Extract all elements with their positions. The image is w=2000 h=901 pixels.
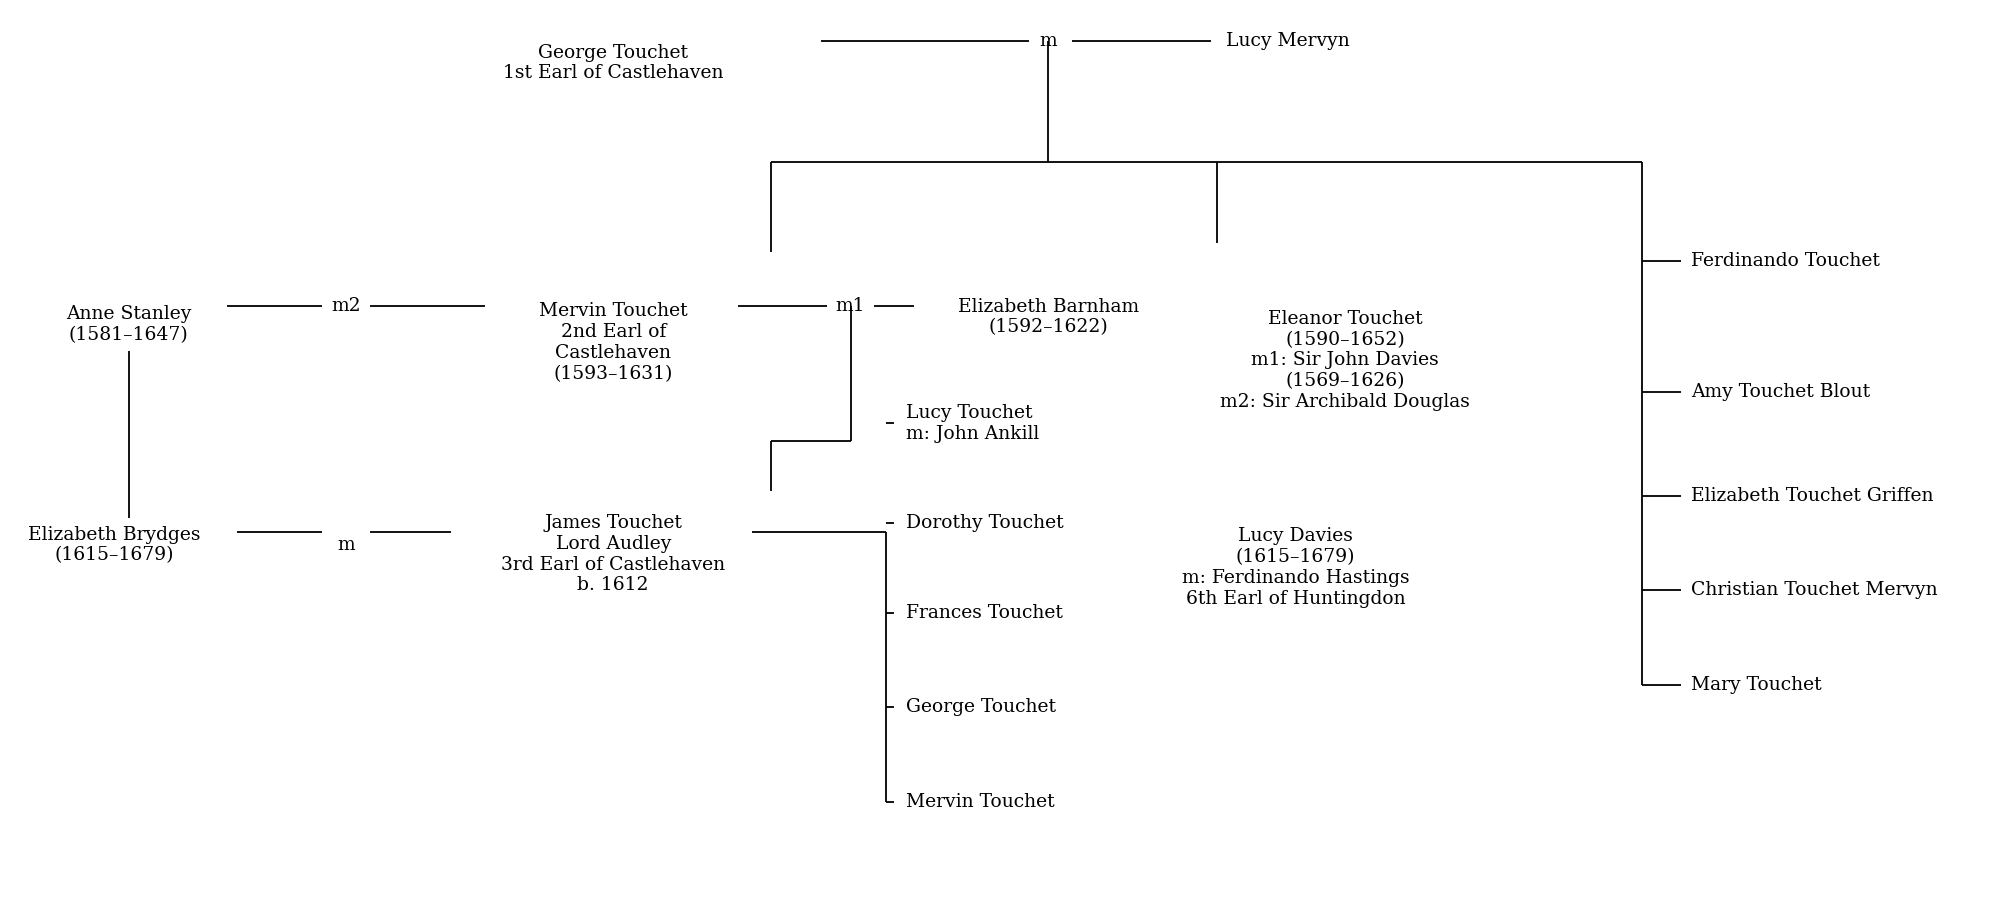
Text: Lucy Touchet
m: John Ankill: Lucy Touchet m: John Ankill bbox=[906, 404, 1040, 443]
Text: Eleanor Touchet
(1590–1652)
m1: Sir John Davies
(1569–1626)
m2: Sir Archibald Do: Eleanor Touchet (1590–1652) m1: Sir John… bbox=[1220, 310, 1470, 411]
Text: Dorothy Touchet: Dorothy Touchet bbox=[906, 514, 1064, 532]
Text: Mervin Touchet: Mervin Touchet bbox=[906, 793, 1054, 811]
Text: Christian Touchet Mervyn: Christian Touchet Mervyn bbox=[1692, 581, 1938, 599]
Text: Ferdinando Touchet: Ferdinando Touchet bbox=[1692, 252, 1880, 270]
Text: Elizabeth Brydges
(1615–1679): Elizabeth Brydges (1615–1679) bbox=[28, 525, 200, 565]
Text: Anne Stanley
(1581–1647): Anne Stanley (1581–1647) bbox=[66, 305, 192, 344]
Text: Elizabeth Touchet Griffen: Elizabeth Touchet Griffen bbox=[1692, 487, 1934, 505]
Text: m1: m1 bbox=[836, 297, 866, 315]
Text: James Touchet
Lord Audley
3rd Earl of Castlehaven
b. 1612: James Touchet Lord Audley 3rd Earl of Ca… bbox=[502, 514, 726, 595]
Text: George Touchet
1st Earl of Castlehaven: George Touchet 1st Earl of Castlehaven bbox=[502, 43, 724, 83]
Text: Lucy Davies
(1615–1679)
m: Ferdinando Hastings
6th Earl of Huntingdon: Lucy Davies (1615–1679) m: Ferdinando Ha… bbox=[1182, 527, 1410, 608]
Text: Mary Touchet: Mary Touchet bbox=[1692, 676, 1822, 694]
Text: m: m bbox=[338, 536, 354, 554]
Text: Lucy Mervyn: Lucy Mervyn bbox=[1226, 32, 1350, 50]
Text: Mervin Touchet
2nd Earl of
Castlehaven
(1593–1631): Mervin Touchet 2nd Earl of Castlehaven (… bbox=[538, 302, 688, 383]
Text: m: m bbox=[1040, 32, 1058, 50]
Text: Amy Touchet Blout: Amy Touchet Blout bbox=[1692, 383, 1870, 401]
Text: m2: m2 bbox=[332, 297, 360, 315]
Text: George Touchet: George Touchet bbox=[906, 698, 1056, 716]
Text: Elizabeth Barnham
(1592–1622): Elizabeth Barnham (1592–1622) bbox=[958, 297, 1138, 337]
Text: Frances Touchet: Frances Touchet bbox=[906, 604, 1062, 622]
